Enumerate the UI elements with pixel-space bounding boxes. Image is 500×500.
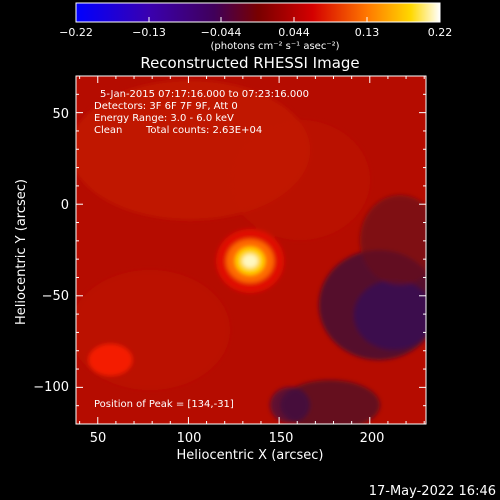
secondary-source (88, 343, 133, 376)
peak-source (242, 253, 259, 268)
annotation-energy: Energy Range: 3.0 - 6.0 keV (94, 113, 234, 124)
annotation-counts: Total counts: 2.63E+04 (145, 125, 262, 136)
x-tick-label: 100 (177, 431, 202, 446)
colorbar-tick-label: −0.22 (59, 26, 93, 39)
heatmap-emission (76, 80, 426, 424)
footer-date: 17-May-2022 16:46 (369, 484, 496, 499)
annotation-detectors: Detectors: 3F 6F 7F 9F, Att 0 (94, 101, 238, 112)
emission-region (230, 120, 370, 240)
negative-region (270, 387, 310, 423)
annotation-time: 5-Jan-2015 07:17:16.000 to 07:23:16.000 (100, 89, 309, 100)
annotation-peak: Position of Peak = [134,-31] (94, 399, 234, 410)
emission-region (76, 270, 230, 390)
colorbar-tick-label: 0.22 (428, 26, 453, 39)
chart-title: Reconstructed RHESSI Image (140, 54, 359, 72)
colorbar-tick-label: 0.044 (278, 26, 310, 39)
x-tick-label: 50 (90, 431, 107, 446)
y-tick-label: 50 (52, 107, 69, 122)
colorbar-tick-label: −0.044 (201, 26, 242, 39)
y-tick-label: 0 (61, 198, 69, 213)
colorbar-tick-label: −0.13 (132, 26, 166, 39)
x-tick-label: 150 (269, 431, 294, 446)
x-axis-label: Heliocentric X (arcsec) (177, 448, 324, 463)
x-tick-label: 200 (360, 431, 385, 446)
y-tick-label: −100 (33, 380, 69, 395)
negative-region (353, 279, 426, 350)
negative-region (360, 195, 426, 285)
axis-ticks (76, 75, 426, 425)
colorbar (75, 2, 441, 23)
annotation-clean: Clean (94, 125, 122, 136)
heatmap-image (76, 76, 426, 424)
plot-frame (75, 75, 427, 425)
colorbar-units: (photons cm⁻² s⁻¹ asec⁻²) (210, 41, 339, 52)
y-tick-label: −50 (42, 289, 69, 304)
colorbar-tick-label: 0.13 (355, 26, 380, 39)
y-axis-label: Heliocentric Y (arcsec) (14, 179, 29, 325)
colorbar-ticks (75, 17, 441, 22)
